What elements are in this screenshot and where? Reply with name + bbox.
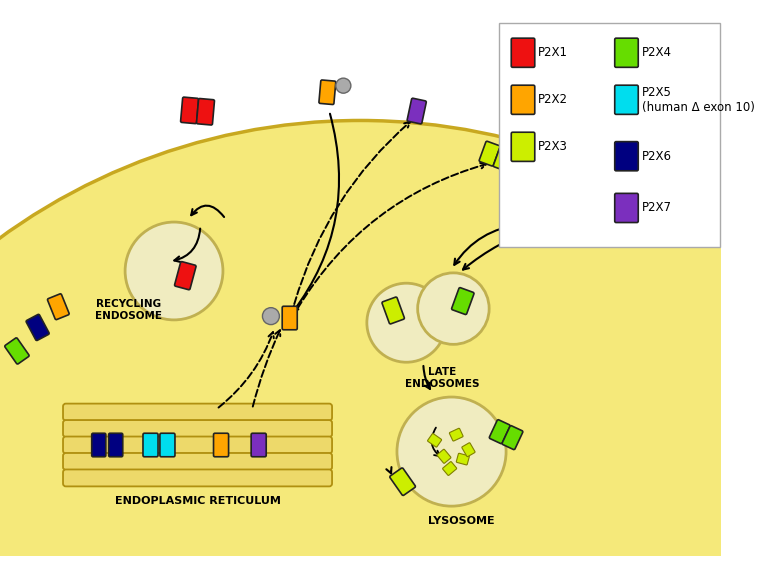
FancyBboxPatch shape [427,434,442,447]
Text: P2X3: P2X3 [538,140,568,154]
FancyBboxPatch shape [382,297,404,324]
Text: P2X4: P2X4 [641,46,672,59]
FancyBboxPatch shape [614,193,638,222]
FancyBboxPatch shape [26,315,49,340]
FancyBboxPatch shape [407,98,426,124]
Circle shape [397,397,506,506]
FancyBboxPatch shape [5,338,29,364]
Text: P2X1: P2X1 [538,46,568,59]
Circle shape [262,308,279,324]
FancyBboxPatch shape [443,462,456,476]
FancyBboxPatch shape [449,428,463,441]
FancyBboxPatch shape [160,433,175,457]
Text: ENDOPLASMIC RETICULUM: ENDOPLASMIC RETICULUM [114,496,281,507]
FancyBboxPatch shape [532,205,554,231]
FancyBboxPatch shape [319,80,336,104]
FancyBboxPatch shape [196,99,215,125]
FancyBboxPatch shape [175,262,196,290]
FancyBboxPatch shape [452,288,474,315]
FancyBboxPatch shape [614,85,638,115]
Text: RECYCLING
ENDOSOME: RECYCLING ENDOSOME [95,299,163,321]
FancyBboxPatch shape [390,468,416,496]
FancyBboxPatch shape [63,420,332,437]
Circle shape [0,120,767,573]
Text: LYSOSOME: LYSOSOME [428,516,494,525]
Circle shape [336,78,351,93]
FancyBboxPatch shape [479,142,500,166]
FancyBboxPatch shape [143,433,158,457]
FancyBboxPatch shape [489,419,510,444]
FancyBboxPatch shape [512,38,535,67]
FancyBboxPatch shape [109,433,123,457]
FancyBboxPatch shape [614,142,638,171]
FancyBboxPatch shape [92,433,106,457]
FancyBboxPatch shape [63,403,332,421]
FancyBboxPatch shape [456,453,469,465]
FancyBboxPatch shape [614,38,638,67]
FancyBboxPatch shape [493,147,514,171]
FancyBboxPatch shape [180,97,199,124]
FancyBboxPatch shape [63,437,332,453]
FancyBboxPatch shape [499,23,719,248]
FancyBboxPatch shape [512,132,535,162]
Text: P2X2: P2X2 [538,93,568,106]
FancyBboxPatch shape [213,433,229,457]
FancyBboxPatch shape [282,306,298,330]
Circle shape [125,222,223,320]
Text: P2X7: P2X7 [641,202,672,214]
Text: P2X5
(human Δ exon 10): P2X5 (human Δ exon 10) [641,86,755,114]
Circle shape [418,273,489,344]
FancyBboxPatch shape [462,443,475,457]
Text: LATE
ENDOSOMES: LATE ENDOSOMES [405,367,479,388]
FancyBboxPatch shape [48,294,69,320]
FancyBboxPatch shape [437,449,451,464]
Text: P2X6: P2X6 [641,150,672,163]
FancyBboxPatch shape [251,433,266,457]
FancyBboxPatch shape [502,426,523,450]
FancyBboxPatch shape [512,85,535,115]
FancyBboxPatch shape [63,469,332,486]
Circle shape [367,283,446,362]
FancyBboxPatch shape [63,453,332,470]
FancyBboxPatch shape [518,198,541,223]
